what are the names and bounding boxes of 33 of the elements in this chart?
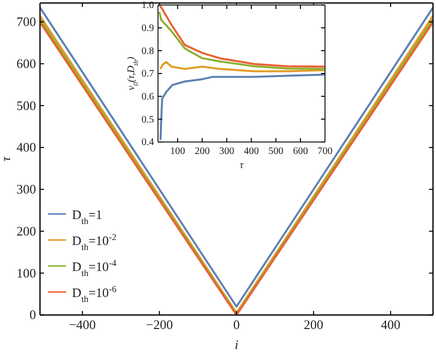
x-tick-label: 400 [380,317,400,332]
y-axis-title: τ [0,155,13,162]
line-series [159,61,325,72]
x-tick-label: −400 [68,317,96,332]
y-tick-label: 0.4 [142,137,154,148]
y-tick-label: 200 [16,223,36,238]
y-tick-label: 0.7 [142,68,154,80]
legend-label: D$_{th}$=10$^{-6}$ [72,284,117,304]
y-tick-label: 500 [16,98,36,113]
x-tick-label: 200 [304,317,324,332]
legend-label: D$_{th}$=10$^{-4}$ [72,258,117,278]
legend-label: D$_{th}$=1 [72,207,102,226]
x-axis-title: i [234,336,239,352]
x-tick-label: 200 [194,146,210,158]
x-tick-label: 300 [219,146,234,158]
x-tick-label: −200 [146,317,173,332]
y-tick-label: 0.8 [142,46,154,57]
y-tick-label: 100 [16,265,36,280]
x-tick-label: 700 [318,146,332,158]
legend-label: D$_{th}$=10$^{-2}$ [72,232,117,252]
y-tick-label: 0.6 [142,92,154,103]
y-tick-label: 0.5 [142,114,154,126]
y-tick-label: 0.9 [142,23,154,34]
x-axis-title: τ [240,160,244,171]
x-tick-label: 0 [233,317,240,332]
y-tick-label: 700 [16,14,36,30]
y-tick-label: 0 [30,307,36,322]
y-tick-label: 300 [16,182,36,197]
y-tick-label: 600 [16,56,36,71]
x-tick-label: 400 [244,146,259,158]
x-tick-label: 600 [292,146,308,158]
x-tick-label: 500 [268,146,284,158]
x-tick-label: 100 [170,146,186,158]
